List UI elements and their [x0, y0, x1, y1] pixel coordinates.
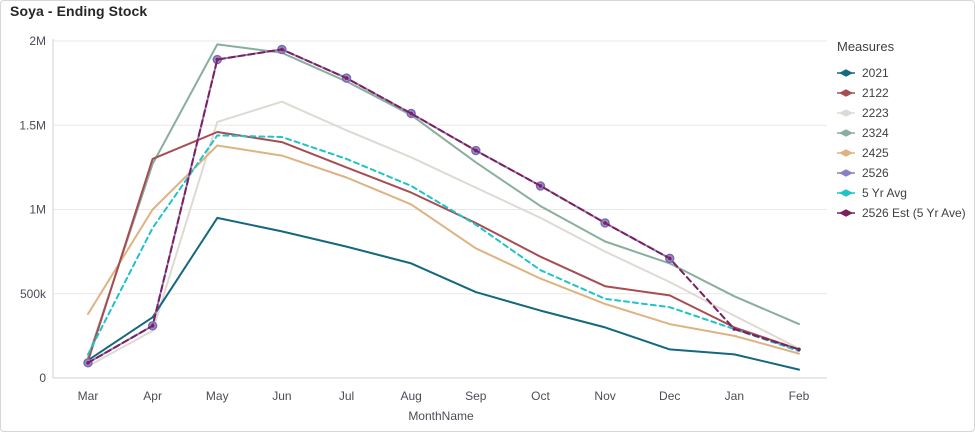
- y-tick-label: 500k: [20, 287, 47, 301]
- legend-marker-icon: [837, 89, 855, 97]
- series-2122[interactable]: [87, 131, 800, 363]
- legend-diamond: [839, 169, 853, 177]
- legend-item-2425[interactable]: 2425: [837, 143, 969, 163]
- data-point-dot: [474, 148, 478, 153]
- x-axis-title: MonthName: [408, 409, 474, 423]
- legend-marker-icon: [837, 209, 855, 217]
- legend-label: 2526: [862, 166, 889, 180]
- series-2324[interactable]: [87, 43, 800, 359]
- y-tick-label: 2M: [29, 34, 46, 48]
- legend-label: 2324: [862, 126, 889, 140]
- series-line: [87, 131, 800, 363]
- series-line: [87, 134, 800, 356]
- series-2021[interactable]: [87, 216, 800, 371]
- legend-diamond: [839, 129, 853, 137]
- legend-label: 2526 Est (5 Yr Ave): [862, 206, 966, 220]
- legend-marker-icon: [837, 69, 855, 77]
- series-line: [87, 144, 800, 355]
- data-point-dot: [344, 76, 349, 80]
- legend-diamond: [839, 109, 853, 117]
- y-tick-label: 1.5M: [19, 118, 46, 132]
- series-5-yr-avg[interactable]: [87, 134, 800, 356]
- x-tick-label: Oct: [531, 389, 550, 403]
- legend-label: 2425: [862, 146, 889, 160]
- legend-marker-icon: [837, 169, 855, 177]
- legend-item-2526-est-5-yr-ave-[interactable]: 2526 Est (5 Yr Ave): [837, 203, 969, 223]
- x-tick-label: Aug: [401, 389, 422, 403]
- data-point-dot: [538, 184, 543, 188]
- x-tick-label: Nov: [594, 389, 615, 403]
- series-line: [87, 216, 800, 371]
- legend-diamond: [839, 209, 853, 217]
- legend-label: 2021: [862, 66, 889, 80]
- x-tick-label: Sep: [465, 389, 487, 403]
- chart-title: Soya - Ending Stock: [10, 3, 148, 19]
- series-2526-est-5-yr-ave-[interactable]: [86, 47, 801, 365]
- series-2425[interactable]: [87, 144, 800, 355]
- x-tick-label: Apr: [143, 389, 162, 403]
- data-point-dot: [603, 221, 607, 225]
- legend-diamond: [839, 149, 853, 157]
- data-point-dot: [280, 47, 284, 52]
- legend-marker-icon: [837, 149, 855, 157]
- legend-items: 2021 2122 2223 2324 2425 2526 5 Yr Avg 2526 Est…: [837, 63, 969, 223]
- legend-marker-icon: [837, 109, 855, 117]
- legend-item-2324[interactable]: 2324: [837, 123, 969, 143]
- data-point-dot: [409, 111, 413, 116]
- x-tick-label: May: [206, 389, 229, 403]
- data-point-dot: [667, 256, 672, 261]
- series-2526[interactable]: [83, 44, 675, 368]
- x-tick-label: Jun: [272, 389, 291, 403]
- data-point-dot: [797, 347, 801, 352]
- legend-label: 2223: [862, 106, 889, 120]
- legend: Measures 2021 2122 2223 2324 2425 2526 5 Yr Av…: [837, 39, 969, 223]
- data-point-dot: [215, 57, 220, 62]
- x-tick-label: Feb: [789, 389, 810, 403]
- legend-item-5-yr-avg[interactable]: 5 Yr Avg: [837, 183, 969, 203]
- series-line: [87, 48, 800, 364]
- x-tick-label: Jul: [339, 389, 354, 403]
- data-point-dot: [86, 361, 90, 365]
- legend-diamond: [839, 89, 853, 97]
- data-point-dot: [150, 323, 155, 328]
- legend-diamond: [839, 189, 853, 197]
- legend-marker-icon: [837, 189, 855, 197]
- y-tick-label: 1M: [29, 203, 46, 217]
- data-point-dot: [732, 327, 737, 331]
- legend-label: 5 Yr Avg: [862, 186, 907, 200]
- legend-label: 2122: [862, 86, 889, 100]
- legend-diamond: [839, 69, 853, 77]
- x-tick-label: Jan: [725, 389, 744, 403]
- x-tick-label: Dec: [659, 389, 680, 403]
- legend-item-2526[interactable]: 2526: [837, 163, 969, 183]
- legend-item-2223[interactable]: 2223: [837, 103, 969, 123]
- y-tick-label: 0: [39, 371, 46, 385]
- legend-item-2021[interactable]: 2021: [837, 63, 969, 83]
- legend-title: Measures: [837, 39, 895, 54]
- legend-item-2122[interactable]: 2122: [837, 83, 969, 103]
- x-tick-label: Mar: [78, 389, 99, 403]
- series-line: [87, 43, 800, 359]
- legend-marker-icon: [837, 129, 855, 137]
